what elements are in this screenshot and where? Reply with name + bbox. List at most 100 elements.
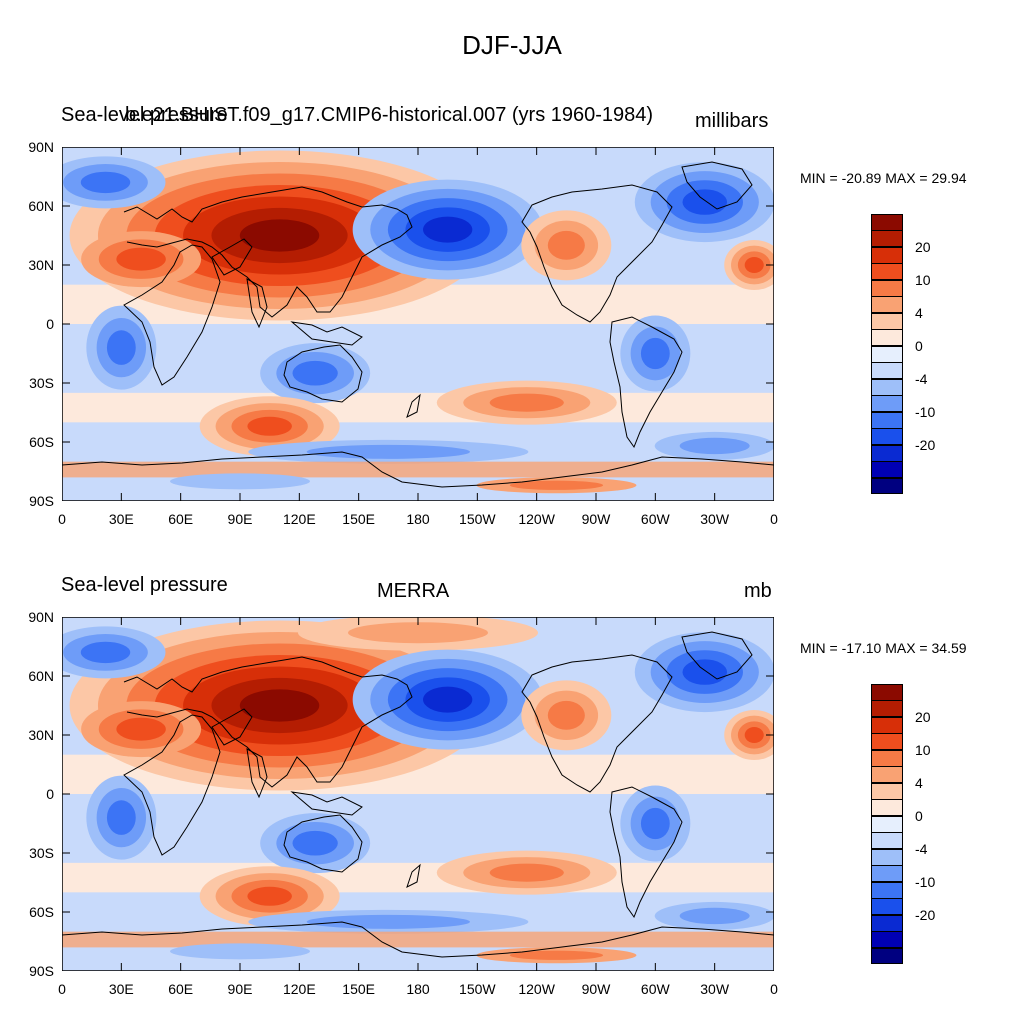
lon-label: 0 xyxy=(58,981,66,997)
colorbar-segment xyxy=(871,766,903,784)
lon-label: 90W xyxy=(581,511,611,527)
colorbar-label: 20 xyxy=(915,238,931,255)
colorbar-segment xyxy=(871,411,903,429)
lon-label: 150W xyxy=(459,511,496,527)
colorbar-segment xyxy=(871,865,903,883)
lon-label: 120E xyxy=(282,511,316,527)
panel1-field xyxy=(62,147,774,501)
colorbar-segment xyxy=(871,799,903,817)
colorbar-segment xyxy=(871,914,903,932)
lat-label: 90N xyxy=(28,609,54,625)
colorbar-segment xyxy=(871,832,903,850)
colorbar-segment xyxy=(871,246,903,264)
colorbar-label: 0 xyxy=(915,807,923,824)
colorbar-segment xyxy=(871,848,903,866)
colorbar-label: -20 xyxy=(915,436,936,453)
colorbar-label: -4 xyxy=(915,370,928,387)
colorbar-label: 20 xyxy=(915,708,931,725)
colorbar-label: 10 xyxy=(915,271,931,288)
lon-label: 30E xyxy=(108,981,134,997)
lon-label: 150W xyxy=(459,981,496,997)
lat-label: 90N xyxy=(28,139,54,155)
lon-label: 180 xyxy=(406,981,430,997)
colorbar-segment xyxy=(871,700,903,718)
colorbar-segment xyxy=(871,461,903,479)
colorbar-segment xyxy=(871,263,903,281)
colorbar-segment xyxy=(871,428,903,446)
panel2-colorbar xyxy=(871,684,903,965)
lat-label: 0 xyxy=(46,316,54,332)
colorbar-segment xyxy=(871,312,903,330)
colorbar-segment xyxy=(871,345,903,363)
lat-label: 60S xyxy=(29,434,54,450)
lon-label: 120E xyxy=(282,981,316,997)
colorbar-label: 4 xyxy=(915,304,923,321)
panel1-units: millibars xyxy=(695,110,769,132)
lat-label: 60N xyxy=(28,668,54,684)
panel2-left-title: Sea-level pressure xyxy=(61,574,228,596)
colorbar-segment xyxy=(871,881,903,899)
panel2-center-title: MERRA xyxy=(377,580,450,602)
colorbar-segment xyxy=(871,898,903,916)
colorbar-segment xyxy=(871,684,903,701)
colorbar-segment xyxy=(871,716,903,734)
lat-label: 30N xyxy=(28,727,54,743)
lon-label: 120W xyxy=(518,511,555,527)
lon-label: 60W xyxy=(640,511,670,527)
panel1-left-title: Sea-level pressure xyxy=(61,104,228,126)
lon-label: 150E xyxy=(342,981,375,997)
lon-label: 90E xyxy=(227,511,253,527)
colorbar-segment xyxy=(871,230,903,248)
panel1-center-title: b.e21.BHIST.f09_g17.CMIP6-historical.007… xyxy=(125,104,654,126)
panel2-map: 90N 60N 30N 0 30S 60S 90S 0 30E 60E 90E 120E 150E 180… xyxy=(28,609,778,997)
lon-label: 60E xyxy=(168,981,194,997)
panel1-map: 90N 60N 30N 0 30S 60S 90S 0 30E 60E 90E 120E 150E 180… xyxy=(28,139,778,527)
lon-label: 30W xyxy=(700,981,730,997)
lat-label: 60S xyxy=(29,904,54,920)
colorbar-segment xyxy=(871,279,903,297)
colorbar-segment xyxy=(871,214,903,231)
lon-label: 0 xyxy=(770,511,778,527)
colorbar-segment xyxy=(871,815,903,833)
lat-label: 30N xyxy=(28,257,54,273)
panel2-units: mb xyxy=(744,580,772,602)
lat-label: 90S xyxy=(29,493,54,509)
colorbar-label: 10 xyxy=(915,741,931,758)
lat-label: 30S xyxy=(29,845,54,861)
lon-label: 90E xyxy=(227,981,253,997)
colorbar-label: -4 xyxy=(915,840,928,857)
panel1-minmax: MIN = -20.89 MAX = 29.94 xyxy=(800,170,967,186)
panel1-colorbar xyxy=(871,214,903,495)
colorbar-segment xyxy=(871,329,903,347)
lon-label: 60E xyxy=(168,511,194,527)
colorbar-segment xyxy=(871,749,903,767)
lon-label: 90W xyxy=(581,981,611,997)
lat-label: 90S xyxy=(29,963,54,979)
lon-label: 150E xyxy=(342,511,375,527)
colorbar-label: -10 xyxy=(915,873,936,890)
colorbar-segment xyxy=(871,947,903,965)
colorbar-segment xyxy=(871,296,903,314)
lon-label: 30E xyxy=(108,511,134,527)
colorbar-segment xyxy=(871,444,903,462)
lon-label: 120W xyxy=(518,981,555,997)
colorbar-segment xyxy=(871,782,903,800)
lat-label: 0 xyxy=(46,786,54,802)
colorbar-segment xyxy=(871,733,903,751)
colorbar-segment xyxy=(871,931,903,949)
colorbar-label: -10 xyxy=(915,403,936,420)
colorbar-label: -20 xyxy=(915,906,936,923)
colorbar-segment xyxy=(871,395,903,413)
colorbar-label: 0 xyxy=(915,337,923,354)
panel2-field xyxy=(62,617,774,971)
panel2-minmax: MIN = -17.10 MAX = 34.59 xyxy=(800,640,967,656)
figure-title: DJF-JJA xyxy=(462,30,562,60)
lon-label: 60W xyxy=(640,981,670,997)
colorbar-segment xyxy=(871,378,903,396)
lat-label: 30S xyxy=(29,375,54,391)
lon-label: 180 xyxy=(406,511,430,527)
lon-label: 30W xyxy=(700,511,730,527)
lat-label: 60N xyxy=(28,198,54,214)
colorbar-label: 4 xyxy=(915,774,923,791)
lon-label: 0 xyxy=(58,511,66,527)
